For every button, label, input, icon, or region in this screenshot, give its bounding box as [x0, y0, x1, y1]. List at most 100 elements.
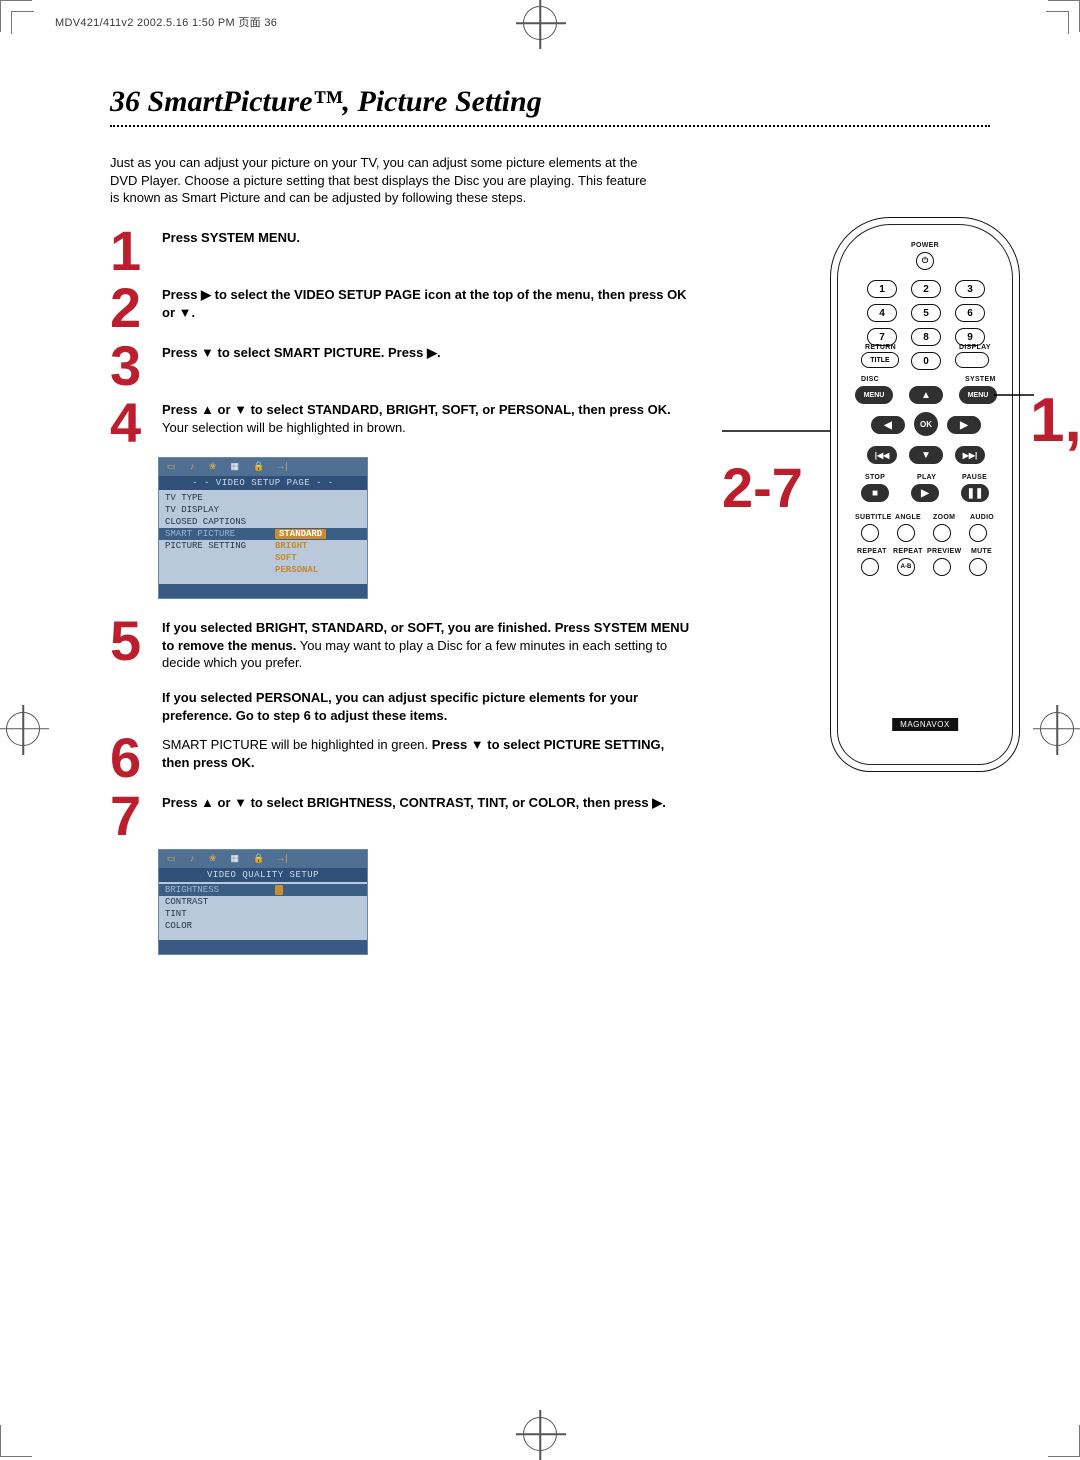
menu-row-label: COLOR [165, 921, 275, 931]
system-menu-button: MENU [959, 386, 997, 404]
prev-button: |◀◀ [867, 446, 897, 464]
menu-row-value [275, 885, 283, 895]
step-number: 4 [110, 399, 150, 447]
callout-steps-2-7: 2-7 [722, 455, 803, 520]
exit-icon: →| [278, 854, 289, 864]
menu-footer [159, 584, 367, 598]
step-3: 3 Press ▼ to select SMART PICTURE. Press… [110, 342, 730, 390]
crop-mark-br [1048, 1425, 1080, 1457]
nav-down: ▼ [909, 446, 943, 464]
stop-label: STOP [865, 474, 885, 481]
play-button: ▶ [911, 484, 939, 502]
crop-mark-tr [1048, 0, 1080, 32]
step-4: 4 Press ▲ or ▼ to select STANDARD, BRIGH… [110, 399, 730, 447]
num-3: 3 [955, 280, 985, 298]
title-button: TITLE [861, 352, 899, 368]
subtitle-label: SUBTITLE [855, 514, 892, 521]
menu-row-label [165, 565, 275, 575]
menu-row: PICTURE SETTINGBRIGHT [159, 540, 367, 552]
menu-row-label: PICTURE SETTING [165, 541, 275, 551]
step-number: 7 [110, 792, 150, 840]
menu-body: TV TYPETV DISPLAYCLOSED CAPTIONSSMART PI… [159, 490, 367, 584]
page-title: 36 SmartPicture™, Picture Setting [110, 85, 980, 125]
menu-row: TINT [159, 908, 367, 920]
print-header: MDV421/411v2 2002.5.16 1:50 PM 页面 36 [55, 14, 277, 30]
speaker-icon: ♪ [190, 854, 195, 864]
tv-icon: ▭ [167, 854, 176, 864]
step-number: 1 [110, 227, 150, 275]
zoom-button [933, 524, 951, 542]
menu-row-value: BRIGHT [275, 541, 307, 551]
step-2: 2 Press ▶ to select the VIDEO SETUP PAGE… [110, 284, 730, 332]
audio-button [969, 524, 987, 542]
play-label: PLAY [917, 474, 936, 481]
num-6: 6 [955, 304, 985, 322]
power-label: POWER [911, 242, 939, 249]
step-number: 3 [110, 342, 150, 390]
callout-steps-1-5: 1,5 [1030, 385, 1080, 456]
menu-row-label: TV DISPLAY [165, 505, 275, 515]
globe-icon: ❀ [209, 854, 217, 864]
callout-line-icon [722, 423, 832, 443]
pause-label: PAUSE [962, 474, 987, 481]
remote-body: POWER ⏻ 1 2 3 4 5 6 7 8 9 0 RETURN TITLE… [830, 217, 1020, 772]
repeat-ab-label: REPEAT [893, 548, 923, 555]
num-8: 8 [911, 328, 941, 346]
subtitle-button [861, 524, 879, 542]
num-4: 4 [867, 304, 897, 322]
menu-row-label: CLOSED CAPTIONS [165, 517, 275, 527]
lock-icon: 🔒 [253, 462, 264, 472]
menu-row-label: CONTRAST [165, 897, 275, 907]
menu-row-label [165, 553, 275, 563]
registration-mark-left [6, 712, 40, 746]
registration-mark-top [523, 6, 557, 40]
menu-screenshot-video-setup: ▭ ♪ ❀ ▦ 🔒 →| - - VIDEO SETUP PAGE - - TV… [158, 457, 368, 599]
num-1: 1 [867, 280, 897, 298]
step-body: Press ▲ or ▼ to select BRIGHTNESS, CONTR… [162, 792, 666, 840]
menu-row: BRIGHTNESS [159, 884, 367, 896]
mute-button [969, 558, 987, 576]
crop-mark-tl [0, 0, 32, 32]
repeat-ab-button: A-B [897, 558, 915, 576]
step-body: If you selected BRIGHT, STANDARD, or SOF… [162, 617, 692, 724]
num-0: 0 [911, 352, 941, 370]
return-label: RETURN [865, 344, 896, 351]
exit-icon: →| [278, 462, 289, 472]
menu-body: BRIGHTNESSCONTRASTTINTCOLOR [159, 882, 367, 940]
video-icon: ▦ [230, 854, 239, 864]
stop-button: ■ [861, 484, 889, 502]
step-number: 6 [110, 734, 150, 782]
lock-icon: 🔒 [253, 854, 264, 864]
display-label: DISPLAY [959, 344, 991, 351]
step-body: Press ▼ to select SMART PICTURE. Press ▶… [162, 342, 441, 390]
speaker-icon: ♪ [190, 462, 195, 472]
num-2: 2 [911, 280, 941, 298]
zoom-label: ZOOM [933, 514, 955, 521]
angle-label: ANGLE [895, 514, 921, 521]
menu-icon-bar: ▭ ♪ ❀ ▦ 🔒 →| [159, 458, 367, 476]
audio-label: AUDIO [970, 514, 994, 521]
step-6: 6 SMART PICTURE will be highlighted in g… [110, 734, 730, 782]
preview-label: PREVIEW [927, 548, 961, 555]
registration-mark-bottom [523, 1417, 557, 1451]
nav-right: ▶ [947, 416, 981, 434]
pause-button: ❚❚ [961, 484, 989, 502]
disc-menu-button: MENU [855, 386, 893, 404]
video-icon: ▦ [230, 462, 239, 472]
page-content: 36 SmartPicture™, Picture Setting Just a… [110, 85, 980, 973]
menu-row: SMART PICTURESTANDARD [159, 528, 367, 540]
brand-badge: MAGNAVOX [892, 718, 958, 731]
angle-button [897, 524, 915, 542]
menu-row-label: SMART PICTURE [165, 529, 275, 539]
menu-row: TV TYPE [159, 492, 367, 504]
ok-button: OK [914, 412, 938, 436]
step-body: Press ▲ or ▼ to select STANDARD, BRIGHT,… [162, 399, 692, 447]
power-button: ⏻ [916, 252, 934, 270]
disc-label: DISC [861, 376, 879, 383]
globe-icon: ❀ [209, 462, 217, 472]
step-7: 7 Press ▲ or ▼ to select BRIGHTNESS, CON… [110, 792, 730, 840]
next-button: ▶▶| [955, 446, 985, 464]
display-button [955, 352, 989, 368]
menu-row-value: STANDARD [275, 529, 326, 539]
registration-mark-right [1040, 712, 1074, 746]
